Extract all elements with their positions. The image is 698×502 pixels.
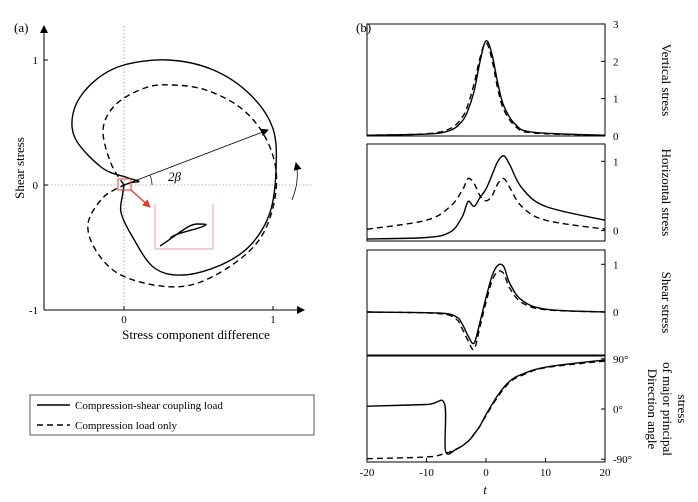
a-series-coupling (71, 59, 278, 276)
legend-dashed-label: Compression load only (75, 420, 178, 432)
panel-a: (a) 0 1 1 0 -1 2β Shear stress Stress compon… (12, 20, 312, 342)
panel-a-xlabel: Stress component difference (122, 327, 270, 342)
horizontal-stress-compression-only (366, 177, 606, 230)
ytick-label: 1 (613, 259, 619, 271)
panel-b-xlabel: t (483, 482, 487, 497)
ylabel-direction-angle: Direction angle (645, 369, 660, 450)
ytick-label: 1 (613, 94, 619, 106)
ytick-label: 0 (613, 131, 619, 143)
inset-frame (154, 204, 214, 250)
legend: Compression-shear coupling load Compress… (29, 394, 315, 436)
subplot-frame (366, 143, 606, 242)
a-xtick-label: 0 (121, 314, 127, 326)
panel-b-label: (b) (356, 20, 371, 35)
ylabel-horizontal-stress: Horizontal stress (659, 149, 674, 237)
horizontal-stress-coupling (366, 155, 606, 240)
panel-b-subplots: 0 1 2 3 Vertical stress 0 1 Horizontal stress 0 1… (360, 19, 690, 479)
direction-angle-coupling (366, 359, 606, 455)
a-ytick-label: 0 (33, 180, 39, 192)
vertical-stress-compression-only (366, 42, 606, 136)
ytick-label: -90° (613, 454, 632, 466)
b-xtick-label: 0 (483, 467, 489, 479)
ytick-label: 0 (613, 307, 619, 319)
subplot-frame (366, 23, 606, 137)
panel-b: (b) 0 1 2 3 Vertical stress 0 1 Horizontal stre… (356, 19, 690, 497)
subplot-vertical-stress: 0 1 2 3 Vertical stress (366, 19, 674, 143)
panel-a-ylabel: Shear stress (12, 137, 27, 199)
ytick-label: 2 (613, 56, 619, 68)
vertical-stress-coupling (366, 40, 606, 136)
ytick-label: 0° (613, 404, 623, 416)
ylabel-vertical-stress: Vertical stress (659, 44, 674, 117)
panel-a-curves (71, 59, 278, 288)
angle-label: 2β (168, 169, 182, 184)
rotation-arrow (291, 162, 302, 201)
ylabel-direction-angle: stress (675, 395, 690, 424)
inset-curve (159, 223, 207, 247)
direction-angle-compression-only (366, 360, 606, 460)
b-xtick-label: 10 (540, 467, 552, 479)
ytick-label: 1 (613, 156, 619, 168)
subplot-horizontal-stress: 0 1 Horizontal stress (366, 143, 674, 242)
shear-stress-compression-only (366, 270, 606, 351)
panel-a-label: (a) (14, 20, 28, 35)
ylabel-shear-stress: Shear stress (659, 272, 674, 334)
shear-stress-coupling (366, 263, 606, 345)
subplot-direction-angle: 90° 0° -90° Direction angle of major princip… (366, 354, 690, 466)
a-series-compression-only (87, 84, 278, 288)
inset (154, 204, 214, 250)
legend-box (29, 394, 315, 436)
ytick-label: 90° (613, 354, 628, 366)
legend-solid-label: Compression-shear coupling load (75, 400, 223, 412)
subplot-shear-stress: 0 1 Shear stress (366, 249, 674, 356)
a-ytick-label: -1 (29, 305, 38, 317)
ytick-label: 3 (613, 19, 619, 31)
b-xtick-label: 20 (600, 467, 612, 479)
ytick-label: 0 (613, 226, 619, 238)
zoom-arrow (130, 189, 151, 208)
ylabel-direction-angle: of major principal (660, 362, 675, 456)
zoom-box (117, 178, 132, 191)
angle-arc (149, 174, 153, 186)
radius-arrow (123, 128, 269, 186)
subplot-frame (366, 249, 606, 356)
subplot-frame (366, 355, 606, 463)
panel-a-ticks: 0 1 1 0 -1 (29, 55, 276, 326)
b-xtick-label: -10 (419, 467, 434, 479)
b-xtick-label: -20 (360, 467, 375, 479)
a-xtick-label: 1 (270, 314, 276, 326)
a-ytick-label: 1 (33, 55, 39, 67)
